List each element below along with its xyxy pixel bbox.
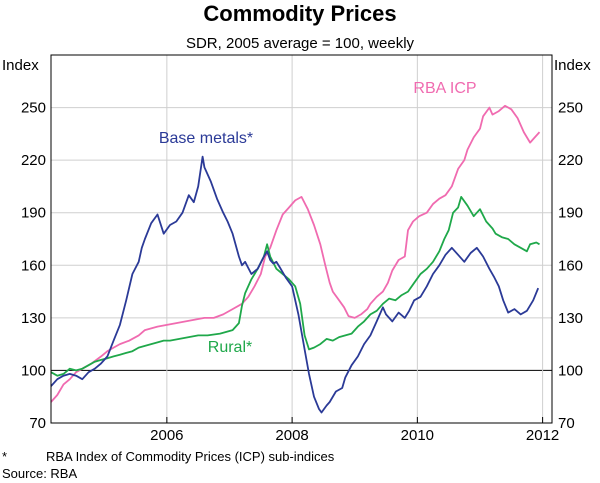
annotation-rba-icp: RBA ICP [413, 80, 476, 97]
series-line-rural [50, 196, 540, 377]
series-line-rba-icp [50, 104, 541, 403]
y-tick-label-right: 190 [558, 205, 583, 222]
left-axis-label: Index [2, 57, 39, 74]
series-line-base-metals [50, 155, 540, 414]
plot-frame [50, 54, 553, 424]
x-tick-label: 2008 [275, 427, 308, 444]
annotation-base-metals: Base metals* [159, 130, 253, 147]
y-tick-label-left: 220 [21, 152, 46, 169]
y-tick-label-left: 70 [29, 415, 46, 432]
y-tick-label-left: 250 [21, 100, 46, 117]
footnote-text: RBA Index of Commodity Prices (ICP) sub-… [46, 449, 335, 464]
x-tick-label: 2006 [150, 427, 183, 444]
right-axis-label: Index [554, 57, 591, 74]
series-lines [50, 104, 541, 414]
y-tick-label-left: 130 [21, 310, 46, 327]
chart-title: Commodity Prices [203, 1, 396, 26]
tick-labels: 70 70 100 100 130 130 160 160 190 190 220 220 250 250… [21, 100, 583, 444]
y-tick-label-right: 220 [558, 152, 583, 169]
y-tick-label-right: 130 [558, 310, 583, 327]
y-tick-label-right: 70 [558, 415, 575, 432]
gridlines [51, 55, 552, 423]
footnote-marker: * [2, 449, 7, 464]
y-tick-label-left: 100 [21, 362, 46, 379]
y-tick-label-left: 160 [21, 257, 46, 274]
source-note: Source: RBA [2, 466, 77, 481]
x-tick-label: 2012 [526, 427, 559, 444]
chart-subtitle: SDR, 2005 average = 100, weekly [186, 35, 415, 52]
y-tick-label-left: 190 [21, 205, 46, 222]
y-tick-label-right: 250 [558, 100, 583, 117]
y-tick-label-right: 100 [558, 362, 583, 379]
x-tick-label: 2010 [401, 427, 434, 444]
annotation-rural: Rural* [208, 339, 252, 356]
y-tick-label-right: 160 [558, 257, 583, 274]
